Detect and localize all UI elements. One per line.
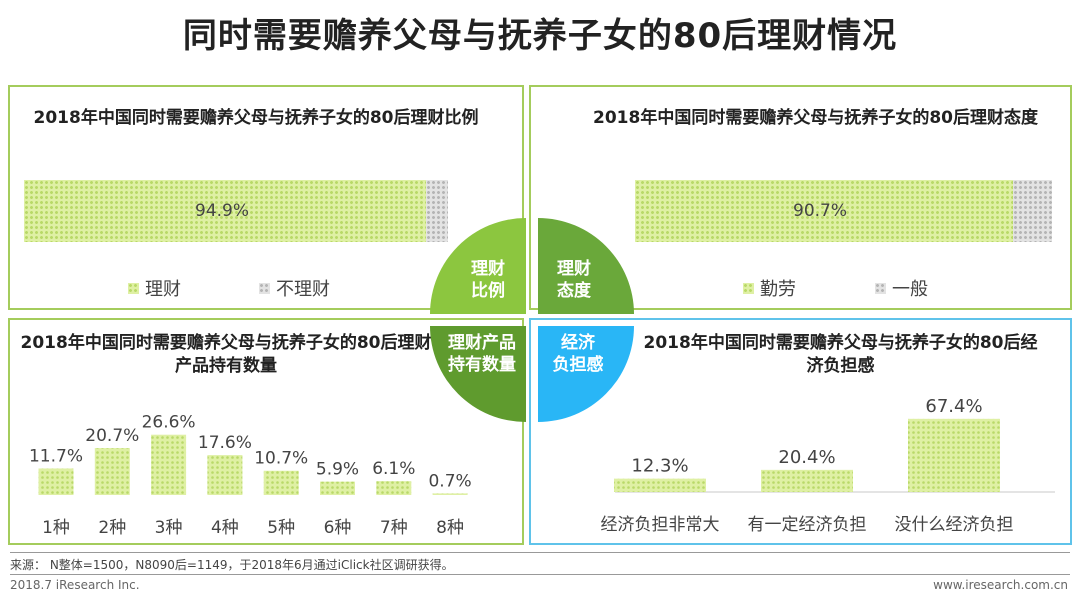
legend-item-qinlao: 勤劳 xyxy=(743,275,796,301)
panel-title: 2018年中国同时需要赡养父母与抚养子女的80后理财比例 xyxy=(33,108,479,128)
quadrant-label: 负担感 xyxy=(553,354,604,375)
bar-4 xyxy=(207,455,243,495)
legend-swatch-green xyxy=(128,282,139,294)
source-note: 来源： N整体=1500，N8090后=1149，于2018年6月通过iClic… xyxy=(10,558,454,572)
category-label: 5种 xyxy=(267,518,295,538)
category-label: 8种 xyxy=(436,518,464,538)
bar-value-label: 11.7% xyxy=(29,446,83,466)
quadrant-label: 经济 xyxy=(561,332,596,353)
legend-label: 不理财 xyxy=(276,279,330,300)
product-count-chart: 11.7% 1种 20.7% 2种 26.6% 3种 17.6% 4种 10.7% 5种 5.9% 6… xyxy=(29,413,472,538)
bar-segment-licai xyxy=(24,180,427,242)
bar-segment-qinlao xyxy=(635,180,1014,242)
footer-divider xyxy=(10,552,1070,553)
bar-value-label: 67.4% xyxy=(925,396,982,417)
quadrant-label: 态度 xyxy=(557,280,592,301)
panel-finance-ratio: 2018年中国同时需要赡养父母与抚养子女的80后理财比例 94.9% 理财 不理… xyxy=(8,85,524,310)
quadrant-label: 持有数量 xyxy=(448,354,516,375)
bar-value-label: 12.3% xyxy=(631,456,688,477)
panel-title: 2018年中国同时需要赡养父母与抚养子女的80后理财产品持有数量 xyxy=(20,333,432,376)
category-label: 4种 xyxy=(211,518,239,538)
quadrant-economic-burden xyxy=(538,326,634,422)
bar-2 xyxy=(761,469,853,492)
quadrant-product-count xyxy=(430,326,526,422)
bar-value-label: 90.7% xyxy=(793,201,848,221)
category-label: 6种 xyxy=(324,518,352,538)
category-label: 有一定经济负担 xyxy=(748,515,867,535)
bar-5 xyxy=(263,470,299,495)
bar-value-label: 17.6% xyxy=(198,433,252,453)
bar-1 xyxy=(614,478,706,492)
footer-copyright: 2018.7 iResearch Inc. xyxy=(10,578,140,592)
bar-value-label: 6.1% xyxy=(372,459,415,479)
bar-value-label: 20.7% xyxy=(85,426,139,446)
legend-swatch-green xyxy=(743,282,754,294)
bar-value-label: 5.9% xyxy=(316,460,359,480)
legend-swatch-gray xyxy=(259,282,270,294)
legend-label: 理财 xyxy=(145,279,181,300)
quadrant-finance-ratio xyxy=(430,218,526,314)
legend-item-licai: 理财 xyxy=(128,275,181,301)
economic-burden-chart: 12.3% 经济负担非常大 20.4% 有一定经济负担 67.4% 没什么经济负担 xyxy=(601,396,1055,535)
category-label: 7种 xyxy=(380,518,408,538)
bar-7 xyxy=(376,481,412,495)
quadrant-label: 理财产品 xyxy=(448,332,516,353)
bar-segment-yiban xyxy=(1013,180,1052,242)
bar-value-label: 10.7% xyxy=(254,449,308,469)
page-title: 同时需要赡养父母与抚养子女的80后理财情况 xyxy=(182,16,898,56)
legend-swatch-gray xyxy=(875,282,886,294)
quadrant-label: 理财 xyxy=(471,258,505,279)
bar-3 xyxy=(908,418,1000,492)
bar-value-label: 0.7% xyxy=(428,471,471,491)
panel-title: 2018年中国同时需要赡养父母与抚养子女的80后经济负担感 xyxy=(643,333,1038,376)
bar-value-label: 26.6% xyxy=(142,413,196,433)
footer-divider xyxy=(10,574,1070,575)
panel-title: 2018年中国同时需要赡养父母与抚养子女的80后理财态度 xyxy=(593,108,1038,128)
bar-segment-bulicai xyxy=(426,180,448,242)
center-quadrant-circle: 理财 比例 理财 态度 理财产品 持有数量 经济 负担感 xyxy=(430,218,634,422)
bar-8 xyxy=(432,493,468,495)
category-label: 3种 xyxy=(155,518,183,538)
panel-finance-attitude: 2018年中国同时需要赡养父母与抚养子女的80后理财态度 90.7% 勤劳 一般 xyxy=(529,85,1072,310)
bar-value-label: 94.9% xyxy=(195,201,250,221)
category-label: 经济负担非常大 xyxy=(601,515,720,535)
legend-item-yiban: 一般 xyxy=(875,275,928,301)
bar-2 xyxy=(94,448,130,495)
bar-6 xyxy=(320,481,355,495)
legend-label: 勤劳 xyxy=(760,279,796,300)
bar-1 xyxy=(38,468,74,495)
bar-value-label: 20.4% xyxy=(778,447,835,468)
quadrant-finance-attitude xyxy=(538,218,634,314)
legend-item-bulicai: 不理财 xyxy=(259,275,330,301)
category-label: 2种 xyxy=(98,518,126,538)
quadrant-label: 比例 xyxy=(471,280,505,301)
category-label: 没什么经济负担 xyxy=(895,515,1014,535)
category-label: 1种 xyxy=(42,518,70,538)
quadrant-label: 理财 xyxy=(557,258,591,279)
bar-3 xyxy=(151,434,187,495)
footer-website: www.iresearch.com.cn xyxy=(933,578,1068,592)
legend-label: 一般 xyxy=(892,279,928,300)
